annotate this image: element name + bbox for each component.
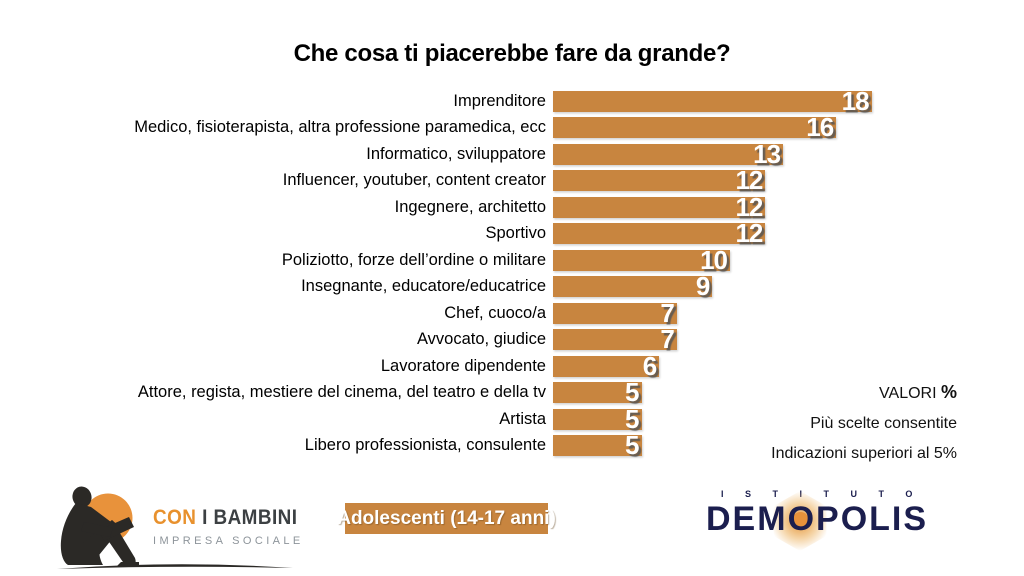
category-label: Chef, cuoco/a bbox=[0, 304, 546, 323]
bar: 7 bbox=[553, 297, 677, 328]
category-label: Medico, fisioterapista, altra profession… bbox=[0, 118, 546, 137]
child-reading-silhouette-icon bbox=[57, 486, 293, 569]
chart-row: Poliziotto, forze dell’ordine o militare… bbox=[0, 247, 872, 274]
bar-value-label: 18 bbox=[841, 85, 870, 116]
category-label-text: Attore, regista, mestiere del cinema, de… bbox=[137, 383, 546, 402]
chart-row: Libero professionista, consulente 5 bbox=[0, 430, 872, 461]
bar: 7 bbox=[553, 324, 677, 355]
category-label: Sportivo bbox=[0, 224, 546, 243]
chart-title: Che cosa ti piacerebbe fare da grande? bbox=[293, 40, 731, 67]
bar: 12 bbox=[553, 191, 766, 222]
bar-value-label: 12 bbox=[735, 165, 763, 196]
bar-value-label: 16 bbox=[806, 112, 834, 143]
istituto-text: ISTITUTO bbox=[721, 489, 934, 499]
bar-value-label: 5 bbox=[625, 377, 639, 408]
bar-value-label: 7 bbox=[660, 297, 674, 328]
bar: 16 bbox=[553, 112, 837, 143]
category-label-text: Poliziotto, forze dell’ordine o militare bbox=[281, 250, 546, 269]
bar-value-label: 12 bbox=[735, 218, 763, 249]
category-label: Influencer, youtuber, content creator bbox=[0, 171, 546, 190]
bar-chart: Imprenditore 18 Medico, fisioterapista, al… bbox=[0, 88, 872, 459]
bar: 5 bbox=[553, 377, 642, 408]
demopolis-text-dem: DEM bbox=[706, 500, 788, 538]
valori-label: VALORI bbox=[879, 385, 937, 402]
category-label-text: Sportivo bbox=[485, 224, 546, 243]
category-label-text: Ingegnere, architetto bbox=[394, 197, 546, 216]
impresa-sociale-text: IMPRESA SOCIALE bbox=[153, 535, 304, 547]
category-label-text: Lavoratore dipendente bbox=[380, 356, 546, 375]
category-label: Artista bbox=[0, 410, 546, 429]
con-i-bambini-wordmark: CON I BAMBINI bbox=[153, 506, 297, 530]
category-label: Lavoratore dipendente bbox=[0, 357, 546, 376]
bar: 13 bbox=[553, 138, 784, 169]
sample-badge: Adolescenti (14-17 anni) bbox=[337, 503, 556, 534]
chart-row: Avvocato, giudice 7 bbox=[0, 324, 872, 355]
chart-row: Insegnante, educatore/educatrice 9 bbox=[0, 271, 872, 302]
demopolis-text-polis: POLIS bbox=[816, 500, 929, 538]
bar: 5 bbox=[553, 430, 642, 461]
note-multiple-choice: Più scelte consentite bbox=[810, 415, 957, 432]
chart-row: Imprenditore 18 bbox=[0, 88, 872, 115]
note-threshold: Indicazioni superiori al 5% bbox=[771, 445, 957, 462]
bar: 18 bbox=[553, 85, 872, 116]
chart-notes: VALORI % Più scelte consentite Indicazio… bbox=[771, 377, 957, 469]
bar: 6 bbox=[553, 350, 660, 381]
category-label: Avvocato, giudice bbox=[0, 330, 546, 349]
category-label-text: Informatico, sviluppatore bbox=[366, 144, 546, 163]
chart-row: Ingegnere, architetto 12 bbox=[0, 194, 872, 221]
percent-symbol: % bbox=[940, 382, 957, 402]
category-label-text: Medico, fisioterapista, altra profession… bbox=[134, 118, 546, 137]
bar-value-label: 6 bbox=[642, 350, 657, 381]
chart-row: Lavoratore dipendente 6 bbox=[0, 353, 872, 380]
bar: 12 bbox=[553, 165, 766, 196]
category-label: Attore, regista, mestiere del cinema, de… bbox=[0, 383, 546, 402]
category-label-text: Insegnante, educatore/educatrice bbox=[301, 277, 546, 296]
category-label: Ingegnere, architetto bbox=[0, 198, 546, 217]
category-label: Informatico, sviluppatore bbox=[0, 145, 546, 164]
con-i-bambini-logo: CON I BAMBINI IMPRESA SOCIALE bbox=[55, 478, 300, 576]
chart-row: Sportivo 12 bbox=[0, 218, 872, 249]
bar-value-label: 9 bbox=[695, 271, 710, 302]
category-label: Imprenditore bbox=[0, 92, 546, 111]
chart-row: Attore, regista, mestiere del cinema, de… bbox=[0, 377, 872, 408]
category-label: Libero professionista, consulente bbox=[0, 436, 546, 455]
bar-value-label: 5 bbox=[625, 403, 639, 434]
chart-row: Informatico, sviluppatore 13 bbox=[0, 141, 872, 168]
chart-row: Medico, fisioterapista, altra profession… bbox=[0, 112, 872, 143]
category-label-text: Imprenditore bbox=[453, 91, 546, 110]
demopolis-wordmark: DEMOPOLIS bbox=[706, 491, 974, 551]
demopolis-sun-dot-icon bbox=[792, 512, 809, 529]
category-label-text: Libero professionista, consulente bbox=[304, 436, 546, 455]
bar-value-label: 5 bbox=[625, 430, 639, 461]
bar-rows: Imprenditore 18 Medico, fisioterapista, al… bbox=[0, 88, 872, 459]
category-label-text: Chef, cuoco/a bbox=[444, 303, 546, 322]
bar: 5 bbox=[553, 403, 642, 434]
bar: 12 bbox=[553, 218, 766, 249]
demopolis-logo: ISTITUTO DEMOPOLIS bbox=[706, 489, 974, 551]
valori-note: VALORI % bbox=[771, 377, 957, 409]
category-label-text: Avvocato, giudice bbox=[416, 330, 546, 349]
bar-value-label: 10 bbox=[700, 244, 728, 275]
bar-value-label: 7 bbox=[660, 324, 674, 355]
chart-row: Chef, cuoco/a 7 bbox=[0, 300, 872, 327]
con-text: CON bbox=[153, 506, 197, 529]
bar-value-label: 13 bbox=[753, 138, 781, 169]
bar-value-label: 12 bbox=[735, 191, 763, 222]
category-label: Poliziotto, forze dell’ordine o militare bbox=[0, 251, 546, 270]
bar: 10 bbox=[553, 244, 730, 275]
chart-row: Influencer, youtuber, content creator 12 bbox=[0, 165, 872, 196]
bar: 9 bbox=[553, 271, 713, 302]
i-bambini-text: I BAMBINI bbox=[202, 506, 298, 529]
chart-row: Artista 5 bbox=[0, 406, 872, 433]
demopolis-text-o: O bbox=[787, 500, 817, 538]
category-label-text: Artista bbox=[499, 409, 546, 428]
category-label-text: Influencer, youtuber, content creator bbox=[282, 171, 546, 190]
category-label: Insegnante, educatore/educatrice bbox=[0, 277, 546, 296]
